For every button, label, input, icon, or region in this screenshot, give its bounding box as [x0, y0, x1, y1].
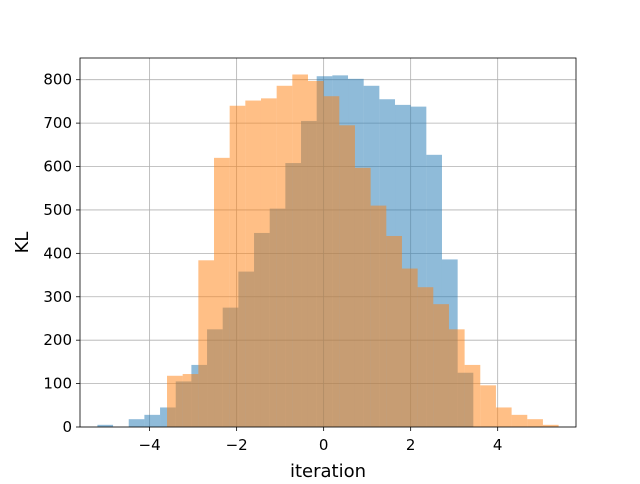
y-tick-label: 400: [43, 244, 72, 262]
histogram-bar: [448, 329, 465, 427]
histogram-bar: [495, 407, 512, 427]
x-tick-label: 4: [493, 436, 503, 454]
x-tick-label: 0: [319, 436, 329, 454]
plot-frame: [79, 57, 577, 428]
y-tick-label: 500: [43, 201, 72, 219]
y-tick-label: 0: [62, 418, 72, 436]
histogram-bar: [511, 414, 528, 427]
y-tick-label: 300: [43, 288, 72, 306]
histogram-bar: [245, 100, 261, 428]
histogram-bar: [464, 364, 481, 427]
histogram-bar: [354, 167, 371, 427]
y-tick-label: 200: [43, 331, 72, 349]
histogram-bar: [182, 374, 199, 427]
histogram-bar: [260, 98, 277, 428]
x-axis-label: iteration: [290, 461, 366, 480]
y-tick-label: 800: [43, 71, 72, 89]
histogram-bar: [417, 287, 434, 427]
x-tick-label: −2: [226, 436, 248, 454]
histogram-bar: [386, 235, 402, 427]
histogram-bar: [229, 105, 246, 428]
histogram-bar: [370, 205, 387, 427]
histogram-bar: [292, 74, 308, 428]
histogram-bar: [128, 419, 145, 427]
histogram-series-2: [167, 74, 559, 428]
y-tick-label: 700: [43, 114, 72, 132]
histogram-bar: [323, 96, 340, 427]
bars-layer: [97, 74, 559, 428]
histogram-bar: [97, 424, 114, 427]
histogram-bar: [307, 81, 324, 427]
histogram-bar: [144, 414, 161, 427]
x-tick-label: 2: [406, 436, 416, 454]
y-tick-label: 600: [43, 158, 72, 176]
y-tick-label: 100: [43, 375, 72, 393]
histogram-bar: [401, 268, 418, 427]
histogram-bar: [339, 125, 355, 427]
histogram-bar: [214, 157, 230, 428]
ticks-layer: −4 −2 0 2 4 0 100 200 300 400 500 600 700 800: [43, 71, 502, 454]
histogram-bar: [198, 260, 215, 427]
histogram-bar: [433, 304, 449, 427]
x-tick-label: −4: [139, 436, 161, 454]
histogram-bar: [542, 424, 559, 427]
histogram-bar: [480, 385, 496, 427]
histogram-bar: [167, 375, 183, 427]
y-axis-label: KL: [12, 232, 33, 254]
histogram-bar: [276, 85, 293, 427]
histogram-bar: [527, 419, 543, 427]
